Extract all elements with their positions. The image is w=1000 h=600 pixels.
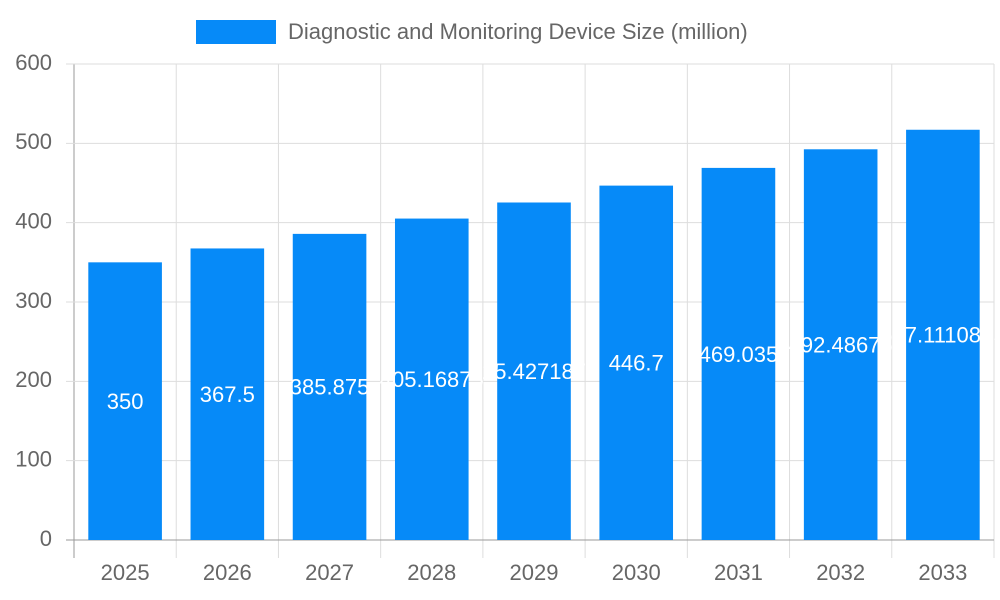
x-tick-label: 2029	[510, 560, 559, 585]
data-label: 350	[107, 389, 144, 414]
bar	[394, 218, 469, 540]
x-tick-label: 2025	[101, 560, 150, 585]
bar	[88, 262, 162, 540]
bar	[599, 185, 674, 541]
y-tick-label: 0	[40, 526, 52, 551]
x-tick-label: 2028	[407, 560, 456, 585]
bar	[803, 149, 878, 541]
bar	[701, 167, 776, 540]
bar	[190, 248, 265, 540]
x-tick-label: 2026	[203, 560, 252, 585]
bar	[906, 129, 980, 540]
bar	[497, 202, 571, 540]
legend-swatch	[196, 20, 276, 44]
y-tick-label: 100	[15, 446, 52, 471]
data-label: 425.4271875	[470, 359, 598, 384]
x-tick-label: 2031	[714, 560, 763, 585]
data-label: 517.1110875	[880, 323, 1000, 348]
x-tick-label: 2033	[918, 560, 967, 585]
y-tick-label: 600	[15, 50, 52, 75]
data-label: 492.48675	[789, 332, 893, 357]
y-tick-label: 200	[15, 367, 52, 392]
data-label: 367.5	[200, 382, 255, 407]
data-label: 469.035	[699, 342, 779, 367]
data-label: 446.7	[609, 351, 664, 376]
legend-label: Diagnostic and Monitoring Device Size (m…	[288, 19, 748, 44]
y-tick-label: 500	[15, 129, 52, 154]
x-tick-label: 2030	[612, 560, 661, 585]
data-label: 385.875	[290, 375, 370, 400]
y-tick-label: 400	[15, 208, 52, 233]
data-label: 405.16875	[380, 367, 484, 392]
x-tick-label: 2027	[305, 560, 354, 585]
y-tick-label: 300	[15, 288, 52, 313]
bar	[292, 233, 367, 540]
x-tick-label: 2032	[816, 560, 865, 585]
